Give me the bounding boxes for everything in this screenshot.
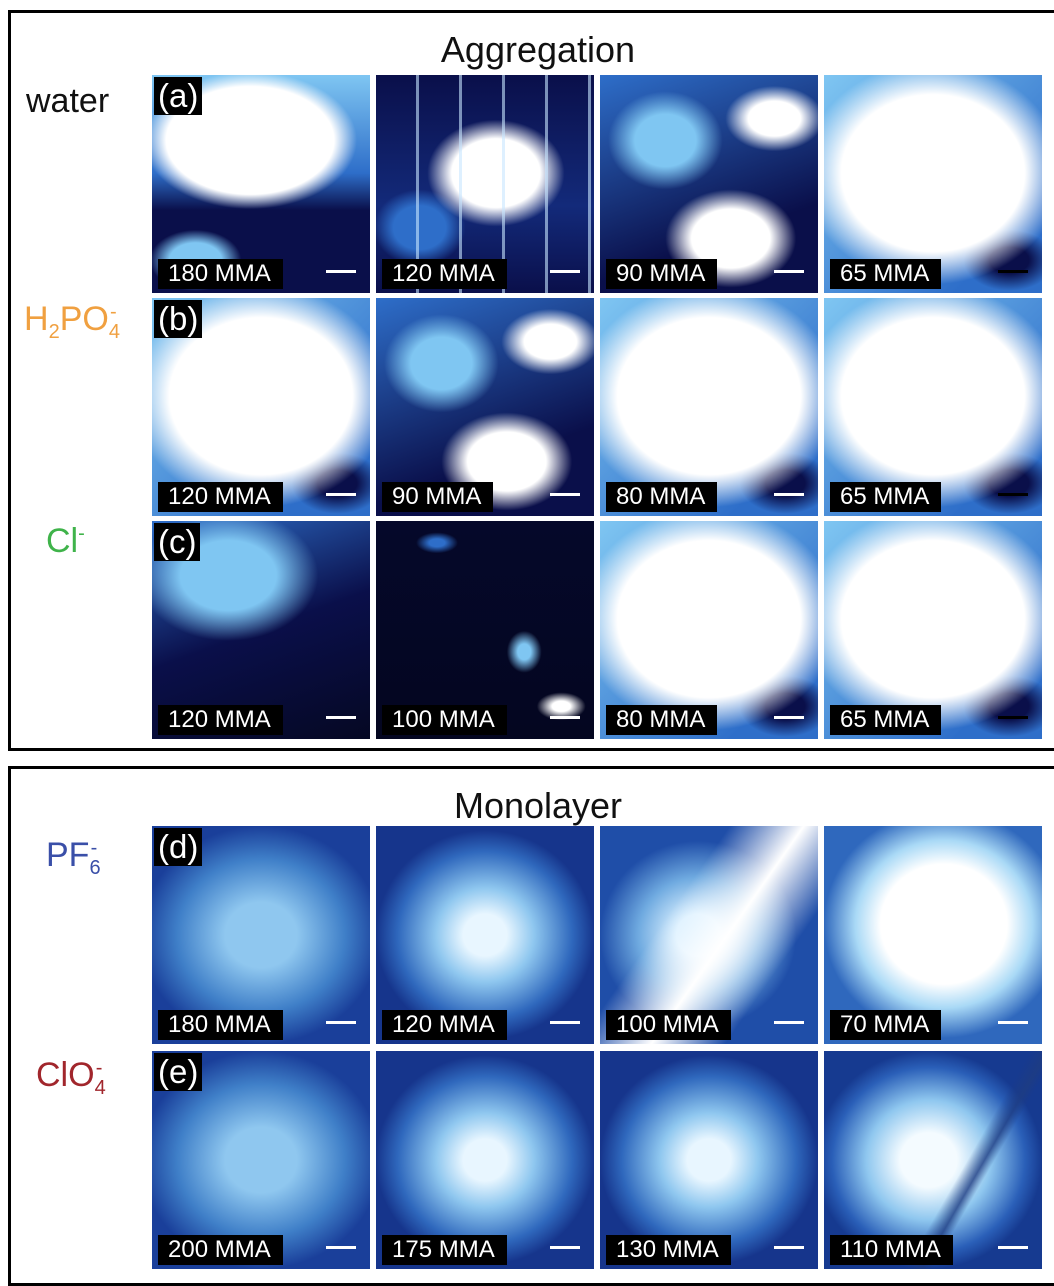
scale-bar bbox=[998, 716, 1028, 719]
mma-caption: 80 MMA bbox=[606, 482, 718, 512]
panel-letter: (a) bbox=[154, 77, 203, 115]
scale-bar bbox=[550, 270, 580, 273]
mma-caption: 120 MMA bbox=[158, 482, 283, 512]
micrograph-tile: 120 MMA bbox=[376, 826, 594, 1044]
mma-caption: 110 MMA bbox=[830, 1235, 953, 1265]
micrograph-tile: (e) 200 MMA bbox=[152, 1051, 370, 1269]
row-label-superscript: - bbox=[95, 1056, 103, 1079]
micrograph-tile: 65 MMA bbox=[824, 298, 1042, 516]
micrograph-tile: 80 MMA bbox=[600, 298, 818, 516]
row-label-water: water bbox=[26, 82, 109, 121]
row-label-h2po4: H2PO4- bbox=[24, 300, 120, 344]
scale-bar bbox=[774, 493, 804, 496]
mma-caption: 90 MMA bbox=[382, 482, 494, 512]
scale-bar bbox=[998, 270, 1028, 273]
row-label-clo4: ClO4- bbox=[36, 1056, 106, 1100]
micrograph-tile: 90 MMA bbox=[376, 298, 594, 516]
scale-bar bbox=[326, 493, 356, 496]
micrograph-tile: 65 MMA bbox=[824, 75, 1042, 293]
mma-caption: 65 MMA bbox=[830, 259, 942, 289]
row-label-text: water bbox=[26, 82, 110, 120]
micrograph-tile: (b) 120 MMA bbox=[152, 298, 370, 516]
row-label-subscript: 2 bbox=[48, 320, 60, 343]
row-label-subscript: 4 bbox=[108, 320, 120, 343]
scale-bar bbox=[774, 1021, 804, 1024]
mma-caption: 120 MMA bbox=[158, 705, 283, 735]
micrograph-tile: (c) 120 MMA bbox=[152, 521, 370, 739]
panel-letter: (e) bbox=[154, 1053, 203, 1091]
scale-bar bbox=[550, 1246, 580, 1249]
mma-caption: 175 MMA bbox=[382, 1235, 507, 1265]
micrograph-tile: 70 MMA bbox=[824, 826, 1042, 1044]
mma-caption: 80 MMA bbox=[606, 705, 718, 735]
row-label-subscript: 4 bbox=[94, 1076, 106, 1099]
scale-bar bbox=[550, 493, 580, 496]
micrograph-tile: 80 MMA bbox=[600, 521, 818, 739]
row-label-text: ClO bbox=[36, 1056, 95, 1094]
mma-caption: 120 MMA bbox=[382, 259, 507, 289]
row-label-superscript: - bbox=[78, 522, 85, 545]
scale-bar bbox=[550, 716, 580, 719]
micrograph-tile: 120 MMA bbox=[376, 75, 594, 293]
panel-letter: (c) bbox=[154, 523, 201, 561]
mma-caption: 120 MMA bbox=[382, 1010, 507, 1040]
row-label-pf6: PF6- bbox=[46, 836, 101, 880]
micrograph-tile: 110 MMA bbox=[824, 1051, 1042, 1269]
row-label-text: H bbox=[24, 300, 49, 338]
scale-bar bbox=[550, 1021, 580, 1024]
micrograph-tile: 100 MMA bbox=[376, 521, 594, 739]
mma-caption: 65 MMA bbox=[830, 705, 942, 735]
scale-bar bbox=[326, 1246, 356, 1249]
row-label-superscript: - bbox=[90, 836, 98, 859]
row-label-subscript: 6 bbox=[89, 856, 101, 879]
mma-caption: 90 MMA bbox=[606, 259, 718, 289]
row-label-text: PO bbox=[59, 300, 109, 338]
mma-caption: 65 MMA bbox=[830, 482, 942, 512]
scale-bar bbox=[326, 1021, 356, 1024]
row-label-cl: Cl- bbox=[46, 522, 85, 561]
scale-bar bbox=[998, 1021, 1028, 1024]
micrograph-tile: (a) 180 MMA bbox=[152, 75, 370, 293]
scale-bar bbox=[326, 716, 356, 719]
micrograph-tile: (d) 180 MMA bbox=[152, 826, 370, 1044]
mma-caption: 200 MMA bbox=[158, 1235, 283, 1265]
micrograph-tile: 65 MMA bbox=[824, 521, 1042, 739]
micrograph-tile: 175 MMA bbox=[376, 1051, 594, 1269]
scale-bar bbox=[774, 716, 804, 719]
scale-bar bbox=[326, 270, 356, 273]
mma-caption: 70 MMA bbox=[830, 1010, 942, 1040]
panel-letter: (d) bbox=[154, 828, 203, 866]
row-label-text: Cl bbox=[46, 522, 79, 560]
scale-bar bbox=[774, 270, 804, 273]
mma-caption: 130 MMA bbox=[606, 1235, 731, 1265]
micrograph-tile: 130 MMA bbox=[600, 1051, 818, 1269]
mma-caption: 180 MMA bbox=[158, 259, 283, 289]
scale-bar bbox=[774, 1246, 804, 1249]
scale-bar bbox=[998, 493, 1028, 496]
mma-caption: 100 MMA bbox=[606, 1010, 731, 1040]
aggregation-title: Aggregation bbox=[440, 29, 636, 70]
mma-caption: 100 MMA bbox=[382, 705, 507, 735]
scale-bar bbox=[998, 1246, 1028, 1249]
row-label-text: PF bbox=[46, 836, 90, 874]
row-label-superscript: - bbox=[109, 300, 117, 323]
panel-letter: (b) bbox=[154, 300, 203, 338]
monolayer-title: Monolayer bbox=[453, 785, 623, 826]
mma-caption: 180 MMA bbox=[158, 1010, 283, 1040]
micrograph-tile: 90 MMA bbox=[600, 75, 818, 293]
micrograph-tile: 100 MMA bbox=[600, 826, 818, 1044]
